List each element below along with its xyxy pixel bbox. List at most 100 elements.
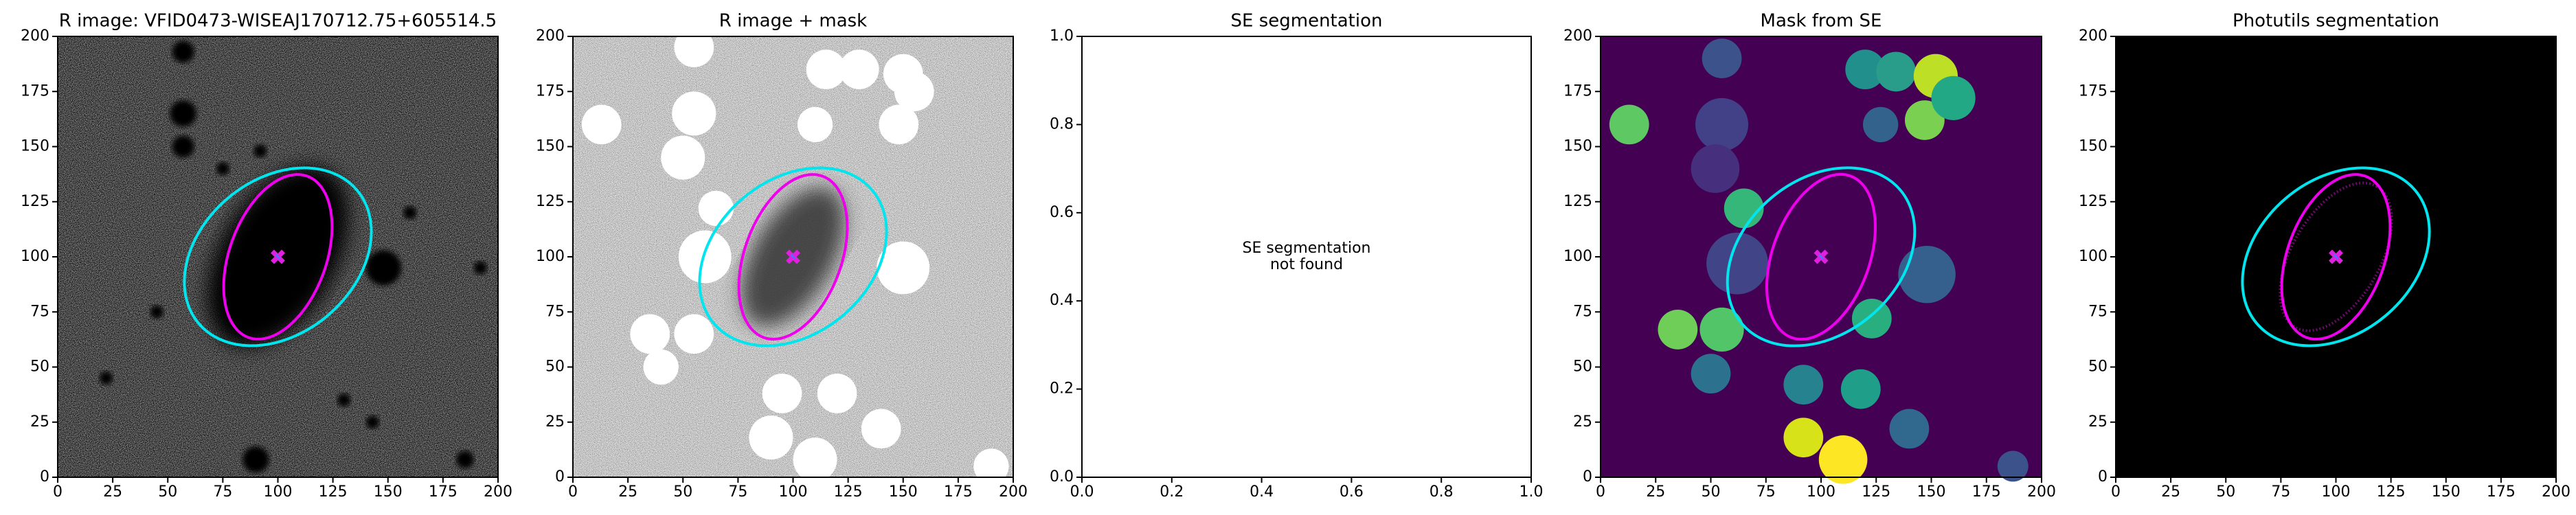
mask-blob: [1818, 435, 1868, 484]
y-tick-label: 50: [2088, 358, 2108, 376]
x-tick-label: 0.6: [1340, 483, 1364, 501]
panel: R image + mask 0 25 50 75 100 125 150 175 200 0 25 5…: [536, 11, 1028, 501]
star: [99, 371, 113, 385]
x-tick-label: 0.4: [1250, 483, 1274, 501]
mask-blob: [793, 437, 837, 482]
x-tick-label: 175: [944, 483, 973, 501]
mask-blob: [1699, 307, 1744, 352]
y-tick-label: 75: [1573, 303, 1592, 320]
x-tick-label: 25: [2161, 483, 2180, 501]
y-tick-label: 25: [2088, 413, 2108, 431]
x-tick-label: 0: [1596, 483, 1605, 501]
mask-blob: [1931, 76, 1976, 120]
mask-blob: [1691, 144, 1740, 193]
star: [365, 250, 401, 286]
x-tick-label: 0: [2111, 483, 2121, 501]
y-tick-label: 150: [536, 138, 565, 155]
cyan-ellipse: [698, 166, 888, 347]
center-marker-inner: [2333, 253, 2339, 260]
star: [150, 305, 163, 319]
magenta-ellipse: [737, 173, 849, 341]
x-tick-label: 200: [484, 483, 512, 501]
x-tick-label: 200: [999, 483, 1028, 501]
x-tick-label: 100: [264, 483, 293, 501]
panel-title: SE segmentation: [1231, 11, 1383, 32]
panel: R image: VFID0473-WISEAJ170712.75+605514…: [21, 11, 512, 501]
x-tick-label: 175: [2487, 483, 2516, 501]
star: [242, 446, 269, 473]
y-tick-label: 0: [2098, 468, 2108, 485]
mask-blob: [630, 314, 670, 354]
y-tick-label: 75: [2088, 303, 2108, 320]
y-tick-label: 0.2: [1050, 380, 1074, 398]
x-tick-label: 50: [158, 483, 177, 501]
mask-blob: [1862, 106, 1899, 143]
y-tick-label: 200: [2079, 27, 2108, 45]
y-tick-label: 100: [1563, 248, 1592, 265]
panel-title: Mask from SE: [1761, 11, 1882, 32]
y-tick-label: 175: [21, 82, 49, 100]
x-tick-label: 200: [2027, 483, 2056, 501]
y-tick-label: 100: [2079, 248, 2108, 265]
mask-blob: [1997, 450, 2029, 482]
x-tick-label: 125: [2377, 483, 2406, 501]
star: [403, 206, 417, 220]
mask-blob: [1783, 365, 1824, 405]
x-tick-label: 75: [213, 483, 232, 501]
segment-outline: [2279, 181, 2393, 332]
x-tick-label: 25: [618, 483, 637, 501]
y-tick-label: 125: [536, 193, 565, 210]
star: [456, 450, 474, 469]
mask-blob: [1845, 49, 1886, 90]
mask-blob: [1658, 310, 1698, 350]
panel-title: R image: VFID0473-WISEAJ170712.75+605514…: [59, 11, 497, 32]
mask-blob: [1691, 354, 1731, 394]
x-tick-label: 50: [673, 483, 692, 501]
star: [216, 161, 229, 176]
x-tick-label: 0.0: [1070, 483, 1094, 501]
x-tick-label: 50: [1702, 483, 1721, 501]
mask-blob: [672, 91, 716, 136]
magenta-ellipse: [2280, 173, 2392, 341]
x-tick-label: 0.8: [1430, 483, 1454, 501]
mask-blob: [817, 374, 857, 413]
x-tick-label: 75: [1756, 483, 1776, 501]
y-tick-label: 200: [21, 27, 49, 45]
star: [253, 144, 267, 158]
x-tick-label: 50: [2216, 483, 2235, 501]
mask-blob: [1706, 232, 1768, 295]
y-tick-label: 0: [555, 468, 565, 485]
mask-blob: [879, 104, 919, 145]
x-tick-label: 75: [2271, 483, 2290, 501]
x-tick-label: 175: [429, 483, 457, 501]
center-marker-inner: [275, 253, 281, 260]
mask-blob: [1783, 417, 1824, 458]
y-tick-label: 50: [30, 358, 49, 376]
y-tick-label: 100: [21, 248, 49, 265]
star: [172, 135, 194, 158]
star: [337, 393, 351, 407]
mask-blob: [797, 106, 833, 143]
mask-blob: [1851, 298, 1892, 339]
panel: SE segmentation 0.0 0.2 0.4 0.6 0.8 1.0 0.0 0.2 0…: [1050, 11, 1544, 501]
y-tick-label: 0.0: [1050, 468, 1074, 485]
y-tick-label: 0.6: [1050, 204, 1074, 221]
x-tick-label: 150: [2432, 483, 2461, 501]
x-tick-label: 1.0: [1519, 483, 1544, 501]
mask-blob: [973, 448, 1009, 484]
mask-blob: [861, 409, 901, 449]
y-tick-label: 0: [1583, 468, 1592, 485]
x-tick-label: 150: [1917, 483, 1946, 501]
y-tick-label: 200: [1563, 27, 1592, 45]
y-tick-label: 25: [545, 413, 565, 431]
y-tick-label: 125: [1563, 193, 1592, 210]
y-tick-label: 50: [1573, 358, 1592, 376]
x-tick-label: 125: [1862, 483, 1890, 501]
y-tick-label: 25: [30, 413, 49, 431]
magenta-ellipse: [1765, 172, 1877, 341]
mask-blob: [1702, 38, 1742, 78]
y-tick-label: 125: [21, 193, 49, 210]
y-tick-label: 0: [40, 468, 49, 485]
x-tick-label: 200: [2542, 483, 2571, 501]
